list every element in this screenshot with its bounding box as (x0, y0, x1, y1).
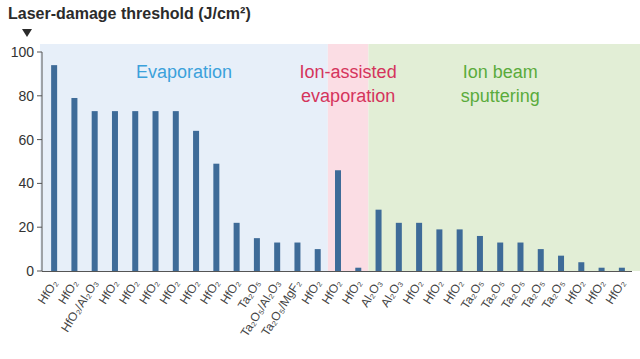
chart-title: Laser-damage threshold (J/cm²) (8, 5, 251, 22)
bar (355, 268, 361, 271)
x-tick-label: HfO₂ (197, 277, 223, 307)
bar (51, 65, 57, 271)
bar (92, 111, 98, 271)
region-background (40, 44, 328, 271)
bar (132, 111, 138, 271)
x-tick-label: HfO₂ (116, 277, 142, 307)
region-label: sputtering (461, 86, 540, 106)
x-tick-label: HfO₂ (603, 277, 629, 307)
y-tick-label: 0 (26, 263, 34, 279)
x-tick-label: Ta₂O₅ (539, 277, 568, 311)
y-tick (37, 271, 42, 272)
x-tick-label: Ta₂O₅/MgF₂ (258, 277, 304, 339)
bar (71, 98, 77, 271)
x-tick-label: HfO₂ (400, 277, 426, 307)
bar (294, 243, 300, 271)
y-axis (42, 52, 43, 271)
bar (457, 229, 463, 271)
y-tick (37, 183, 42, 184)
x-tick-label: Al₂O₃ (378, 277, 406, 310)
x-tick-label: HfO₂ (582, 277, 608, 307)
bar (335, 170, 341, 271)
axis-marker (22, 29, 32, 37)
x-tick-label: HfO₂ (319, 277, 345, 307)
bar (416, 223, 422, 271)
x-tick-label: HfO₂/Al₂O₃ (58, 277, 101, 334)
y-tick (37, 139, 42, 140)
bar (396, 223, 402, 271)
y-tick (37, 95, 42, 96)
bar (173, 111, 179, 271)
bar (436, 229, 442, 271)
y-tick-label: 40 (18, 175, 34, 191)
bar (376, 210, 382, 271)
bar (619, 268, 625, 271)
region-background (368, 44, 640, 271)
bar (538, 249, 544, 271)
x-tick-label: HfO₂ (177, 277, 203, 307)
x-tick-label: HfO₂ (35, 277, 61, 307)
bar (213, 164, 219, 271)
x-tick-label: HfO₂ (157, 277, 183, 307)
bar (497, 243, 503, 271)
y-tick-label: 60 (18, 132, 34, 148)
bar (234, 223, 240, 271)
bar (578, 262, 584, 271)
bar (274, 243, 280, 271)
y-tick (37, 227, 42, 228)
x-axis (42, 271, 632, 272)
bar (112, 111, 118, 271)
bar (477, 236, 483, 271)
bar (254, 238, 260, 271)
y-tick-label: 80 (18, 88, 34, 104)
x-tick-label: HfO₂ (562, 277, 588, 307)
bar (517, 243, 523, 271)
y-tick-label: 20 (18, 219, 34, 235)
x-tick-label: HfO₂ (420, 277, 446, 307)
x-tick-label: HfO₂ (96, 277, 122, 307)
region-label: Ion-assisted (300, 62, 397, 82)
region-label: evaporation (301, 86, 395, 106)
bar (558, 256, 564, 271)
bar (153, 111, 159, 271)
bar (193, 131, 199, 271)
y-tick (37, 52, 42, 53)
bar (315, 249, 321, 271)
chart: Laser-damage threshold (J/cm²) Evaporatio… (0, 0, 640, 359)
y-tick-label: 100 (11, 44, 35, 60)
region-label: Ion beam (463, 62, 538, 82)
bars (51, 65, 625, 271)
x-tick-label: HfO₂ (299, 277, 325, 307)
x-tick-label: HfO₂ (136, 277, 162, 307)
region-label: Evaporation (136, 62, 232, 82)
bar (599, 268, 605, 271)
